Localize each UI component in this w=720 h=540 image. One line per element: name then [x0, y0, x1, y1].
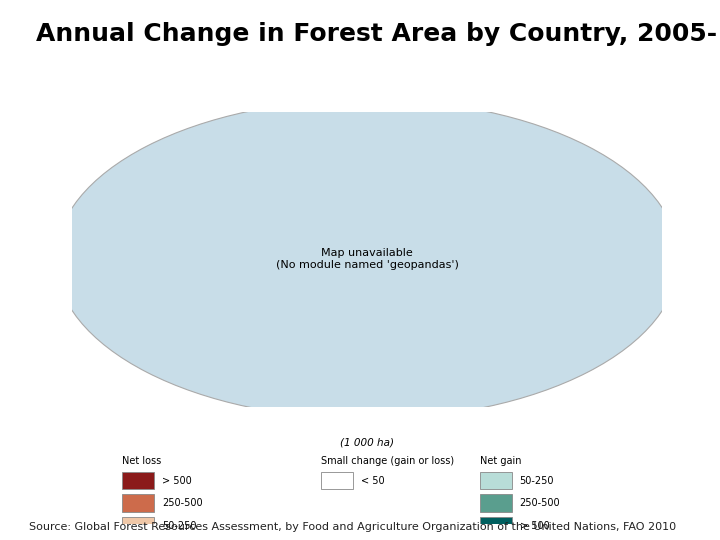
- Bar: [321, 472, 353, 489]
- Text: 250-500: 250-500: [520, 498, 560, 508]
- Text: 50-250: 50-250: [520, 476, 554, 485]
- Text: 50-250: 50-250: [162, 521, 197, 530]
- Ellipse shape: [55, 99, 679, 419]
- Text: Map unavailable
(No module named 'geopandas'): Map unavailable (No module named 'geopan…: [276, 248, 459, 270]
- Text: > 500: > 500: [162, 476, 192, 485]
- Text: < 50: < 50: [361, 476, 384, 485]
- Bar: [122, 472, 154, 489]
- Bar: [480, 495, 512, 512]
- Text: Net gain: Net gain: [480, 456, 521, 467]
- Text: 250-500: 250-500: [162, 498, 202, 508]
- Bar: [122, 517, 154, 534]
- Text: Source: Global Forest Resources Assessment, by Food and Agriculture Organization: Source: Global Forest Resources Assessme…: [29, 522, 676, 532]
- Text: Annual Change in Forest Area by Country, 2005- 2010: Annual Change in Forest Area by Country,…: [36, 22, 720, 45]
- Bar: [122, 495, 154, 512]
- Text: Net loss: Net loss: [122, 456, 161, 467]
- Text: Small change (gain or loss): Small change (gain or loss): [321, 456, 454, 467]
- Bar: [480, 517, 512, 534]
- Text: > 500: > 500: [520, 521, 549, 530]
- Text: (1 000 ha): (1 000 ha): [341, 437, 395, 448]
- Bar: [480, 472, 512, 489]
